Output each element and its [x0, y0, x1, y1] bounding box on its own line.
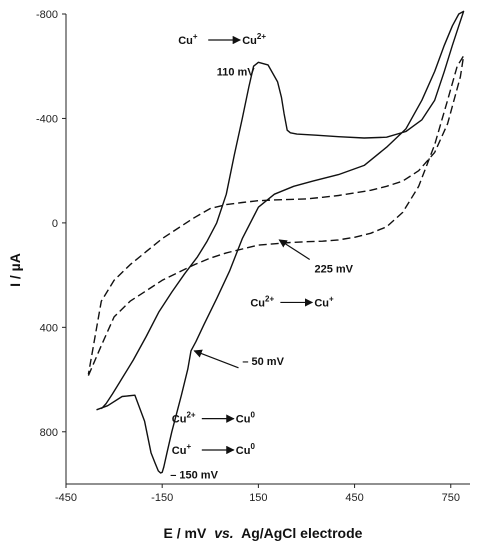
x-tick-label: 750 [442, 492, 460, 504]
x-axis-title: E / mV vs. Ag/AgCl electrode [164, 525, 363, 541]
annotation-label: – 50 mV [242, 356, 284, 368]
annotation-species-to: Cu0 [236, 411, 256, 426]
annotation-sup: 2+ [186, 411, 195, 420]
x-axis-title-main: E / mV [164, 525, 207, 541]
x-axis-title-tail: Ag/AgCl electrode [241, 525, 363, 541]
annotation-sup: 2+ [265, 294, 274, 303]
annotation-pointer-arrow [278, 239, 311, 260]
annotation-sup: + [186, 442, 191, 451]
annotation-sup: 0 [250, 411, 255, 420]
x-tick-label: -150 [151, 492, 173, 504]
annotation-species-from: Cu2+ [172, 411, 196, 426]
annotation-sup: 0 [250, 442, 255, 451]
annotation-species-from: Cu+ [178, 32, 198, 47]
y-axis-title: I / µA [7, 253, 23, 287]
annotation-label: 225 mV [314, 264, 353, 276]
x-tick-label: -450 [55, 492, 77, 504]
annotation-species-to: Cu0 [236, 442, 256, 457]
axes: -800 -400 0 400 800 -450 -150 150 450 750 [36, 9, 470, 504]
y-tick-label: 0 [52, 218, 58, 230]
x-axis-title-italic: vs. [214, 525, 233, 541]
annotation-species-from: Cu+ [172, 442, 192, 457]
y-tick-label: 800 [40, 427, 58, 439]
annotation-species-to: Cu2+ [242, 32, 266, 47]
annotation-label: 110 mV [217, 66, 256, 78]
x-tick-label: 150 [249, 492, 267, 504]
annotation-sup: + [329, 294, 334, 303]
annotation-label: – 150 mV [170, 469, 218, 481]
y-tick-label: -800 [36, 9, 58, 21]
annotation-species-from: Cu2+ [250, 294, 274, 309]
series-line-dashed [87, 55, 465, 376]
annotation-sup: 2+ [257, 32, 266, 41]
series-line-solid [96, 10, 465, 474]
annotation-pointer-arrow [193, 349, 239, 369]
y-tick-label: 400 [40, 322, 58, 334]
x-tick-label: 450 [345, 492, 363, 504]
annotation-species-to: Cu+ [314, 294, 334, 309]
series-group [87, 10, 465, 474]
y-tick-label: -400 [36, 113, 58, 125]
annotation-sup: + [193, 32, 198, 41]
